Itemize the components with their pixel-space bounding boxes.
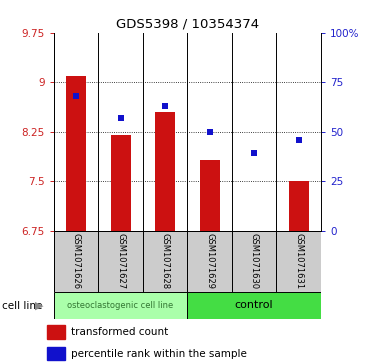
Title: GDS5398 / 10354374: GDS5398 / 10354374 [116, 17, 259, 30]
Text: osteoclastogenic cell line: osteoclastogenic cell line [68, 301, 174, 310]
Point [73, 93, 79, 99]
Bar [276, 231, 321, 292]
Text: ▶: ▶ [35, 301, 43, 311]
Bar [187, 292, 321, 319]
Bar [143, 231, 187, 292]
Bar [187, 231, 232, 292]
Bar [98, 231, 143, 292]
Bar [289, 181, 309, 231]
Bar [47, 325, 65, 339]
Text: GSM1071626: GSM1071626 [72, 233, 81, 289]
Text: transformed count: transformed count [71, 327, 169, 337]
Text: percentile rank within the sample: percentile rank within the sample [71, 349, 247, 359]
Point [296, 136, 302, 142]
Text: GSM1071631: GSM1071631 [294, 233, 303, 289]
Bar [66, 76, 86, 231]
Bar [54, 292, 187, 319]
Text: GSM1071627: GSM1071627 [116, 233, 125, 289]
Text: GSM1071628: GSM1071628 [161, 233, 170, 289]
Text: GSM1071630: GSM1071630 [250, 233, 259, 289]
Bar [200, 160, 220, 231]
Bar [232, 231, 276, 292]
Bar [54, 231, 98, 292]
Text: control: control [235, 301, 273, 310]
Bar [111, 135, 131, 231]
Point [251, 150, 257, 156]
Bar [155, 112, 175, 231]
Text: cell line: cell line [2, 301, 42, 311]
Point [207, 129, 213, 134]
Bar [47, 347, 65, 360]
Point [162, 103, 168, 109]
Point [118, 115, 124, 121]
Text: GSM1071629: GSM1071629 [205, 233, 214, 289]
Bar [244, 231, 264, 236]
